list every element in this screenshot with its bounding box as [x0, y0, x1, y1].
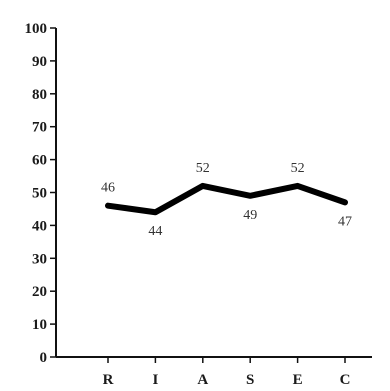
y-tick-label: 0: [40, 350, 48, 366]
series-line: [105, 182, 348, 216]
x-tick-label: A: [197, 372, 208, 388]
y-tick-label: 10: [32, 317, 47, 333]
data-label: 52: [196, 161, 210, 176]
y-tick-label: 60: [32, 153, 47, 169]
data-label: 44: [148, 224, 162, 239]
y-tick-label: 70: [32, 120, 47, 136]
x-tick-label: C: [340, 372, 351, 388]
data-label: 52: [291, 161, 305, 176]
y-tick-label: 50: [32, 186, 47, 202]
data-label: 46: [101, 181, 115, 196]
series-layer: [105, 182, 348, 216]
y-tick-label: 40: [32, 218, 47, 234]
data-label: 47: [338, 214, 352, 229]
x-tick-label: E: [293, 372, 303, 388]
x-tick-label: S: [246, 372, 254, 388]
x-tick-label: R: [103, 372, 114, 388]
y-tick-label: 90: [32, 54, 47, 70]
y-tick-label: 100: [25, 21, 48, 37]
y-tick-label: 80: [32, 87, 47, 103]
y-axis-ticks: 0 10 20 30 40 50 60 70 80 90 100: [25, 21, 56, 366]
data-labels: 46 44 52 49 52 47: [101, 161, 352, 239]
x-tick-label: I: [152, 372, 158, 388]
data-label: 49: [243, 208, 257, 223]
y-tick-label: 20: [32, 284, 47, 300]
y-tick-label: 30: [32, 251, 47, 267]
